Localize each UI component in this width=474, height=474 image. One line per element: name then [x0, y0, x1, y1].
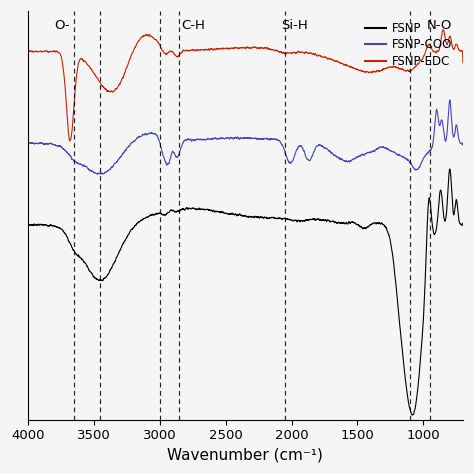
FSNP — [210, 208, 216, 213]
X-axis label: Wavenumber (cm⁻¹): Wavenumber (cm⁻¹) — [167, 448, 323, 463]
FSNP — [409, 412, 415, 418]
FSNP-COO — [74, 161, 80, 166]
FSNP-EDC — [67, 138, 73, 144]
FSNP — [452, 208, 457, 214]
Line: FSNP-COO: FSNP-COO — [28, 100, 463, 174]
FSNP-COO — [100, 171, 106, 177]
FSNP-COO — [460, 142, 466, 148]
Legend: FSNP, FSNP-COO, FSNP-EDC: FSNP, FSNP-COO, FSNP-EDC — [360, 17, 457, 73]
Text: N-O: N-O — [427, 19, 452, 32]
Text: O-: O- — [54, 19, 70, 32]
FSNP-COO — [192, 137, 198, 143]
FSNP — [192, 206, 198, 212]
FSNP — [25, 219, 31, 224]
FSNP-COO — [452, 132, 457, 137]
FSNP-COO — [211, 136, 217, 141]
FSNP — [460, 220, 466, 226]
FSNP-EDC — [440, 27, 446, 32]
Text: C-H: C-H — [181, 19, 205, 32]
FSNP-EDC — [452, 45, 457, 51]
FSNP-COO — [25, 143, 31, 149]
FSNP-EDC — [460, 60, 466, 66]
FSNP-EDC — [75, 64, 81, 70]
FSNP-EDC — [100, 84, 106, 90]
FSNP-COO — [405, 157, 410, 163]
Text: Si-H: Si-H — [281, 19, 308, 32]
Line: FSNP: FSNP — [28, 169, 463, 415]
FSNP — [74, 253, 80, 258]
FSNP — [100, 277, 106, 283]
FSNP-EDC — [405, 67, 410, 73]
FSNP — [405, 392, 410, 398]
FSNP-COO — [447, 97, 453, 103]
FSNP-EDC — [192, 48, 198, 54]
FSNP-EDC — [25, 66, 31, 72]
Line: FSNP-EDC: FSNP-EDC — [28, 29, 463, 141]
FSNP — [447, 166, 453, 172]
FSNP-COO — [94, 172, 100, 177]
FSNP-EDC — [211, 46, 217, 52]
